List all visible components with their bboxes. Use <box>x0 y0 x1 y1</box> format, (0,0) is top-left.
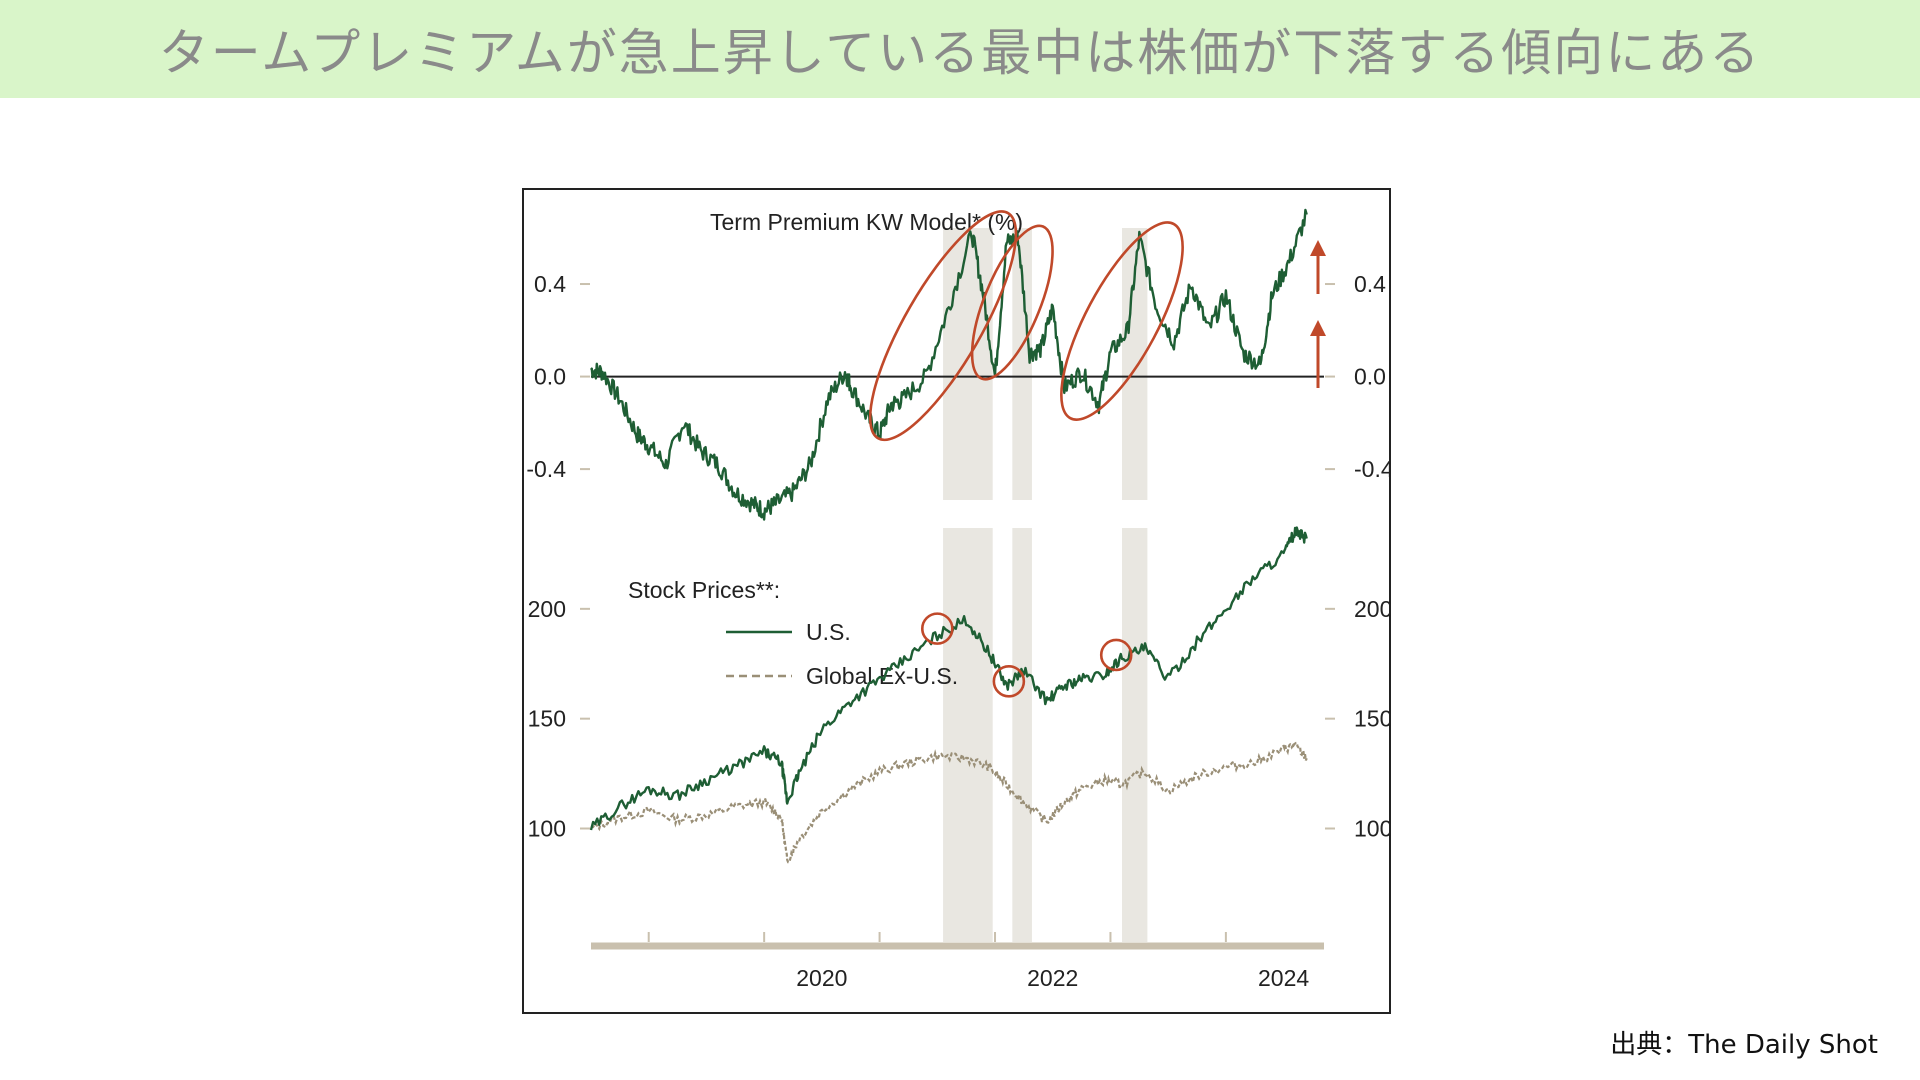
shaded-period <box>943 228 993 500</box>
y-tick-label-left: -0.4 <box>526 456 566 482</box>
x-tick-label: 2024 <box>1258 965 1309 991</box>
term-premium-line <box>590 208 1308 521</box>
up-arrow-icon <box>1310 320 1326 388</box>
term-premium-y-ticks: 0.4 0.4 0.0 0.0 -0.4 -0.4 <box>526 271 1389 482</box>
global-ex-us-line <box>590 741 1308 864</box>
term-premium-highlights <box>868 210 1184 442</box>
shaded-period <box>1121 528 1148 942</box>
highlight-circle <box>992 665 1026 698</box>
y-tick-label-left: 0.0 <box>534 364 566 390</box>
x-tick-label: 2022 <box>1027 965 1078 991</box>
shaded-periods <box>943 228 1148 942</box>
y-tick-label-right: 100 <box>1354 815 1389 841</box>
y-tick-label-left: 200 <box>528 596 566 622</box>
y-tick-label-left: 0.4 <box>534 271 566 297</box>
title-banner: タームプレミアムが急上昇している最中は株価が下落する傾向にある <box>0 0 1920 98</box>
y-tick-label-left: 100 <box>528 815 566 841</box>
y-tick-label-right: 150 <box>1354 706 1389 732</box>
up-arrow-icon <box>1310 240 1326 294</box>
y-tick-label-right: 0.0 <box>1354 364 1386 390</box>
chart-frame: Term Premium KW Model* (%) 0.4 0.4 0.0 0.0-… <box>522 188 1391 1014</box>
highlight-ellipse <box>1060 221 1184 421</box>
highlight-ellipse <box>970 224 1054 381</box>
stock-prices-highlights <box>920 612 1133 698</box>
legend-global-label: Global Ex-U.S. <box>806 663 958 689</box>
chart-svg: Term Premium KW Model* (%) 0.4 0.40.0 0.0-… <box>526 208 1389 991</box>
shaded-period <box>943 528 993 942</box>
y-tick-label-right: 0.4 <box>1354 271 1386 297</box>
x-axis-ticks: 2020 2022 2024 <box>647 932 1309 991</box>
y-tick-label-right: -0.4 <box>1354 456 1389 482</box>
shaded-period <box>1012 228 1032 500</box>
shaded-period <box>1012 528 1032 942</box>
highlight-ellipse <box>868 210 1018 442</box>
y-tick-label-left: 150 <box>528 706 566 732</box>
highlight-circle <box>1099 638 1133 672</box>
source-credit: 出典：The Daily Shot <box>1610 1030 1878 1060</box>
x-tick-label: 2020 <box>796 965 847 991</box>
highlight-circle <box>920 612 954 645</box>
y-tick-label-right: 200 <box>1354 596 1389 622</box>
stock-prices-y-ticks: 200 200 150 150 100 100 <box>528 596 1389 842</box>
page-title: タームプレミアムが急上昇している最中は株価が下落する傾向にある <box>158 24 1762 82</box>
legend-us-label: U.S. <box>806 619 851 645</box>
us-line <box>589 526 1308 831</box>
stock-prices-title: Stock Prices**: <box>628 577 780 603</box>
